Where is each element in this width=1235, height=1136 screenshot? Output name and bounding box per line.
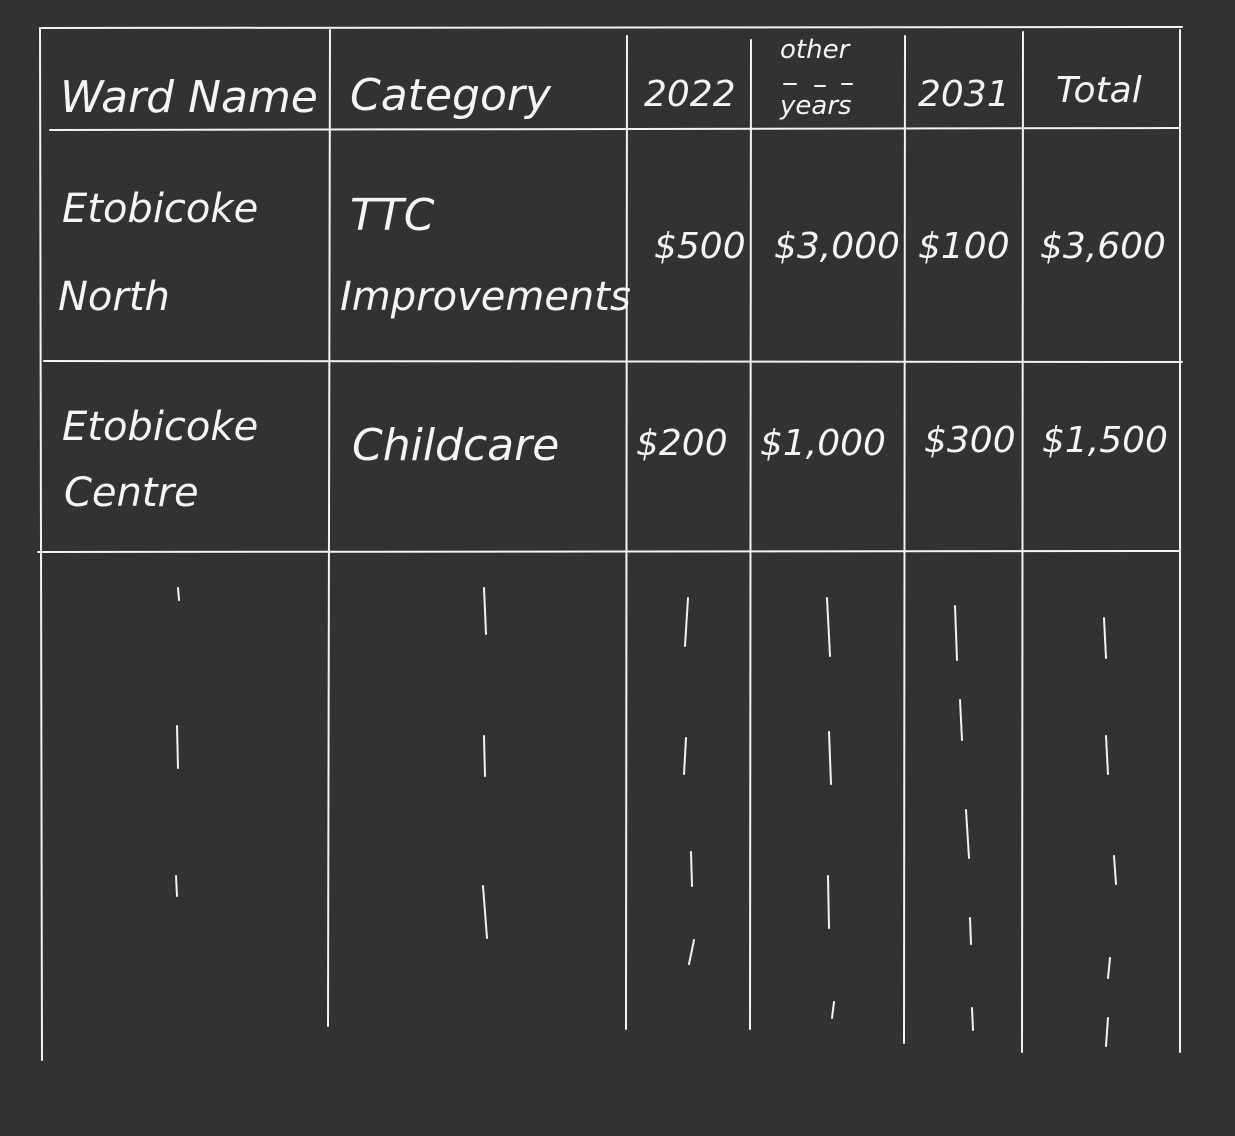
- header-2031: 2031: [918, 74, 1010, 115]
- continuation-tick-category: [482, 587, 488, 939]
- amount-total: $3,600: [1040, 226, 1166, 267]
- header-ward-name: Ward Name: [60, 72, 318, 123]
- continuation-tick-ward: [175, 587, 180, 897]
- header-other-years-dashes: [783, 83, 853, 87]
- table-left-border: [39, 27, 43, 1061]
- amount-other-years: $1,000: [760, 423, 886, 464]
- table-grid: [37, 26, 1183, 1061]
- ward-name-line1: Etobicoke: [62, 404, 258, 450]
- continuation-tick-total: [1103, 617, 1117, 1047]
- continuation-tick-other-years: [826, 597, 835, 1019]
- amount-2022: $500: [654, 226, 746, 267]
- category-line1: TTC: [350, 190, 435, 241]
- header-row: Ward Name Category 2022 other years 2031…: [60, 35, 1142, 123]
- amount-2031: $100: [918, 226, 1010, 267]
- amount-total: $1,500: [1042, 420, 1168, 461]
- continuation-tick-2031: [954, 605, 974, 1031]
- table-row: Etobicoke Centre Childcare $200 $1,000 $…: [62, 404, 1168, 516]
- header-2022: 2022: [644, 74, 736, 115]
- column-divider-2: [625, 35, 628, 1030]
- continuation-marks: [175, 587, 1117, 1047]
- category-line2: Improvements: [340, 274, 631, 320]
- amount-2022: $200: [636, 423, 728, 464]
- amount-2031: $300: [924, 420, 1016, 461]
- header-total: Total: [1056, 70, 1142, 111]
- ward-name-line1: Etobicoke: [62, 186, 258, 232]
- ward-name-line2: North: [58, 274, 170, 320]
- ward-name-line2: Centre: [64, 470, 199, 516]
- table-top-border: [39, 26, 1183, 29]
- column-divider-4: [903, 35, 906, 1044]
- column-divider-5: [1021, 31, 1024, 1053]
- column-divider-1: [327, 29, 331, 1027]
- header-other-years-top: other: [780, 35, 852, 65]
- table-row: Etobicoke North TTC Improvements $500 $3…: [58, 186, 1166, 320]
- header-separator: [49, 127, 1181, 131]
- column-divider-3: [749, 39, 752, 1030]
- row-separator-2: [37, 550, 1181, 553]
- category-line1: Childcare: [352, 420, 559, 471]
- amount-other-years: $3,000: [774, 226, 900, 267]
- header-other-years-bottom: years: [779, 91, 852, 121]
- continuation-tick-2022: [683, 597, 695, 965]
- header-category: Category: [350, 70, 552, 121]
- row-separator-1: [43, 360, 1183, 363]
